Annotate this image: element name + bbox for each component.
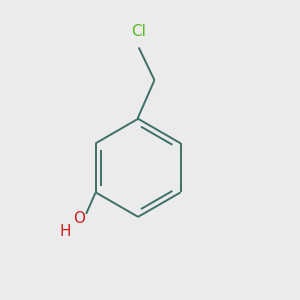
Text: O: O bbox=[74, 212, 86, 226]
Text: Cl: Cl bbox=[131, 23, 146, 38]
Text: H: H bbox=[59, 224, 71, 239]
